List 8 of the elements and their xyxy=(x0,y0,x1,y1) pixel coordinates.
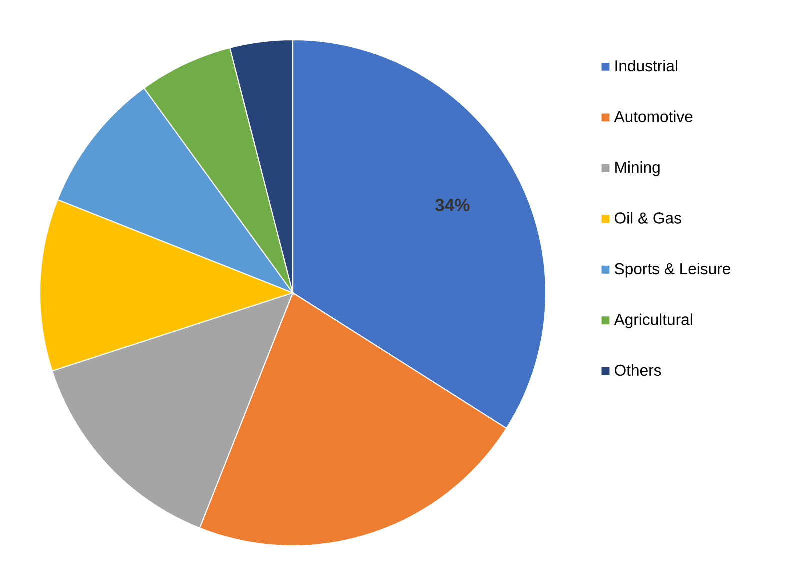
legend-label: Agricultural xyxy=(614,314,692,328)
legend-label: Industrial xyxy=(616,60,678,72)
legend-label: Automotive xyxy=(614,110,693,122)
legend-label: Sports & Leisure xyxy=(615,262,730,278)
data-label: 34% xyxy=(435,199,470,212)
legend-label: Mining xyxy=(616,162,660,176)
legend-label: Others xyxy=(615,364,662,376)
legend-label: Oil & Gas xyxy=(615,212,682,224)
